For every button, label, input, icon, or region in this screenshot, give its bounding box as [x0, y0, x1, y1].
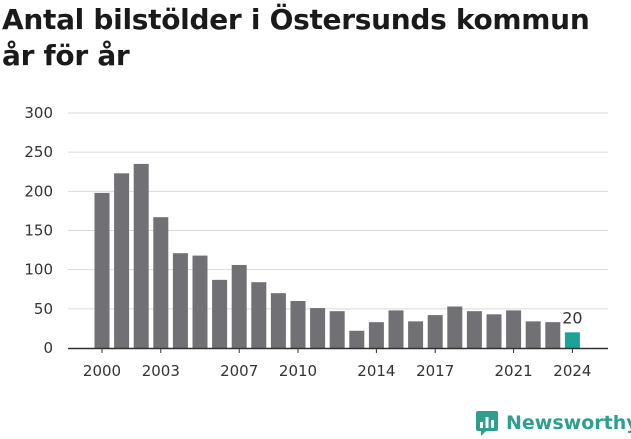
- bar-2006: [212, 279, 228, 348]
- x-tick-label: 2007: [220, 362, 258, 380]
- x-tick-label: 2024: [553, 362, 591, 380]
- y-tick-label: 100: [24, 261, 53, 279]
- brand-name: Newsworthy: [506, 412, 631, 434]
- bar-2018: [447, 306, 463, 348]
- y-axis: 0 50 100 150 200 250 300: [24, 104, 53, 357]
- bar-2004: [172, 253, 188, 348]
- gridlines: [68, 112, 608, 310]
- x-axis: 2000 2003 2007 2010 2014 2017 2021 2024: [68, 347, 608, 380]
- bar-2015: [388, 310, 404, 348]
- bar-2011: [310, 308, 326, 348]
- bar-2020: [486, 314, 502, 348]
- data-label-2024: 20: [562, 308, 582, 327]
- bar-2008: [251, 282, 267, 348]
- bar-2016: [408, 321, 424, 348]
- data-labels: 20: [562, 308, 582, 327]
- bar-2010: [290, 301, 306, 348]
- bar-2013: [349, 330, 365, 348]
- bar-2021: [506, 310, 522, 348]
- bar-2012: [329, 311, 345, 348]
- newsworthy-logo: Newsworthy: [475, 408, 631, 438]
- y-tick-label: 0: [43, 339, 53, 357]
- bar-2019: [466, 311, 482, 348]
- bar-2001: [114, 173, 130, 348]
- y-tick-label: 250: [24, 143, 53, 161]
- bar-2009: [270, 293, 286, 348]
- bar-2002: [133, 163, 149, 348]
- bar-2023: [545, 322, 561, 348]
- bar-2000: [94, 192, 110, 348]
- bar-2022: [525, 321, 541, 348]
- x-tick-label: 2017: [416, 362, 454, 380]
- bars: [94, 163, 580, 348]
- bar-2014: [368, 322, 384, 348]
- bar-2024: [564, 332, 580, 348]
- bar-2005: [192, 255, 208, 348]
- y-tick-label: 300: [24, 104, 53, 122]
- x-tick-label: 2010: [279, 362, 317, 380]
- chart-title: Antal bilstölder i Östersunds kommun år …: [2, 3, 590, 72]
- bar-2017: [427, 315, 443, 348]
- bar-2003: [153, 217, 169, 348]
- y-tick-label: 200: [24, 182, 53, 200]
- x-tick-label: 2003: [142, 362, 180, 380]
- newsworthy-chart-icon: [476, 411, 498, 436]
- y-tick-label: 50: [34, 300, 53, 318]
- y-tick-label: 150: [24, 222, 53, 240]
- bar-2007: [231, 264, 247, 348]
- x-tick-label: 2000: [83, 362, 121, 380]
- x-tick-label: 2014: [357, 362, 395, 380]
- x-tick-label: 2021: [495, 362, 533, 380]
